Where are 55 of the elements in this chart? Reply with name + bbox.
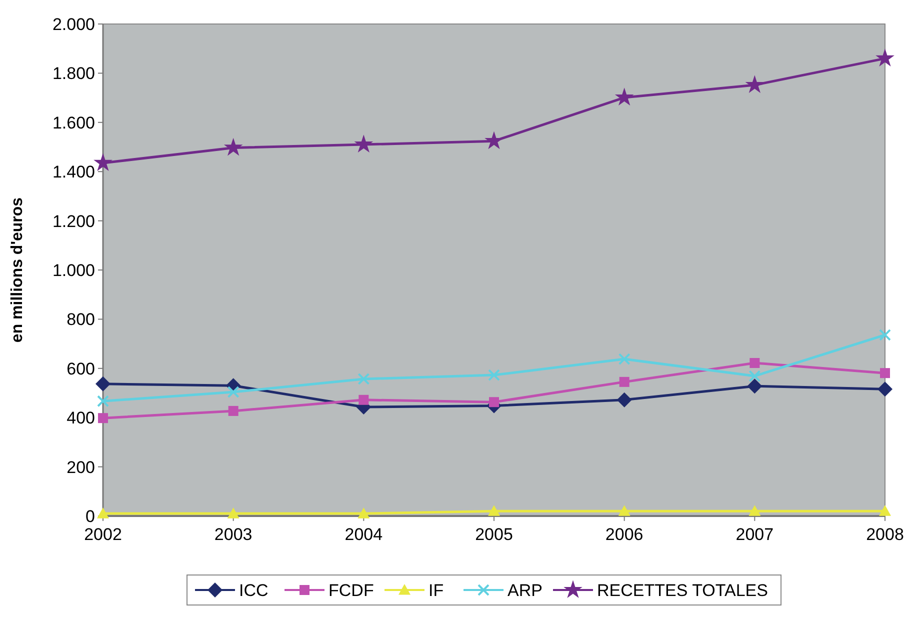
point <box>227 508 240 518</box>
point <box>97 508 109 518</box>
y-tick-label: 1.400 <box>52 162 95 182</box>
point <box>878 382 892 397</box>
point <box>618 505 630 516</box>
x-tick-label: 2008 <box>866 525 904 544</box>
point <box>748 505 761 516</box>
x-tick-label: 2004 <box>344 525 383 544</box>
y-tick-label: 400 <box>66 408 95 428</box>
point <box>880 368 890 378</box>
point <box>745 75 764 94</box>
point <box>94 153 112 171</box>
y-tick-label: 1.200 <box>52 212 95 231</box>
y-tick-label: 1.800 <box>52 64 95 84</box>
x-tick-label: 2002 <box>84 525 122 544</box>
point <box>96 376 110 392</box>
point <box>98 413 108 424</box>
y-tick-label: 1.000 <box>52 260 95 280</box>
point <box>750 358 760 368</box>
x-tick-label: 2005 <box>475 525 513 544</box>
y-tick-label: 2.000 <box>52 14 95 34</box>
legend-label: ARP <box>508 580 542 600</box>
y-tick-label: 0 <box>86 506 95 526</box>
point <box>97 395 109 408</box>
y-axis-title: en millions d'euros <box>9 197 26 343</box>
point <box>358 508 370 518</box>
legend-label: RECETTES TOTALES <box>597 580 768 600</box>
point <box>879 328 891 341</box>
point <box>224 138 243 156</box>
x-tick-label: 2003 <box>214 525 252 544</box>
x-tick-label: 2006 <box>605 525 644 544</box>
point <box>618 353 630 366</box>
point <box>228 406 238 416</box>
y-tick-label: 800 <box>66 310 95 330</box>
point <box>488 505 500 516</box>
legend-label: FCDF <box>328 580 374 600</box>
y-tick-label: 200 <box>66 458 95 477</box>
point <box>358 394 369 405</box>
point <box>619 376 630 387</box>
y-tick-label: 1.600 <box>52 113 95 132</box>
point <box>616 392 632 408</box>
point <box>614 88 634 106</box>
point <box>354 134 374 153</box>
point <box>358 372 370 385</box>
point <box>227 386 240 398</box>
legend-label: IF <box>428 580 444 600</box>
point <box>748 370 761 382</box>
point <box>747 378 762 394</box>
y-tick-label: 600 <box>66 359 95 378</box>
point <box>876 48 894 66</box>
x-tick-label: 2007 <box>736 525 774 544</box>
point <box>879 505 891 516</box>
point <box>489 397 499 408</box>
legend-label: ICC <box>239 580 268 600</box>
point <box>488 369 500 382</box>
